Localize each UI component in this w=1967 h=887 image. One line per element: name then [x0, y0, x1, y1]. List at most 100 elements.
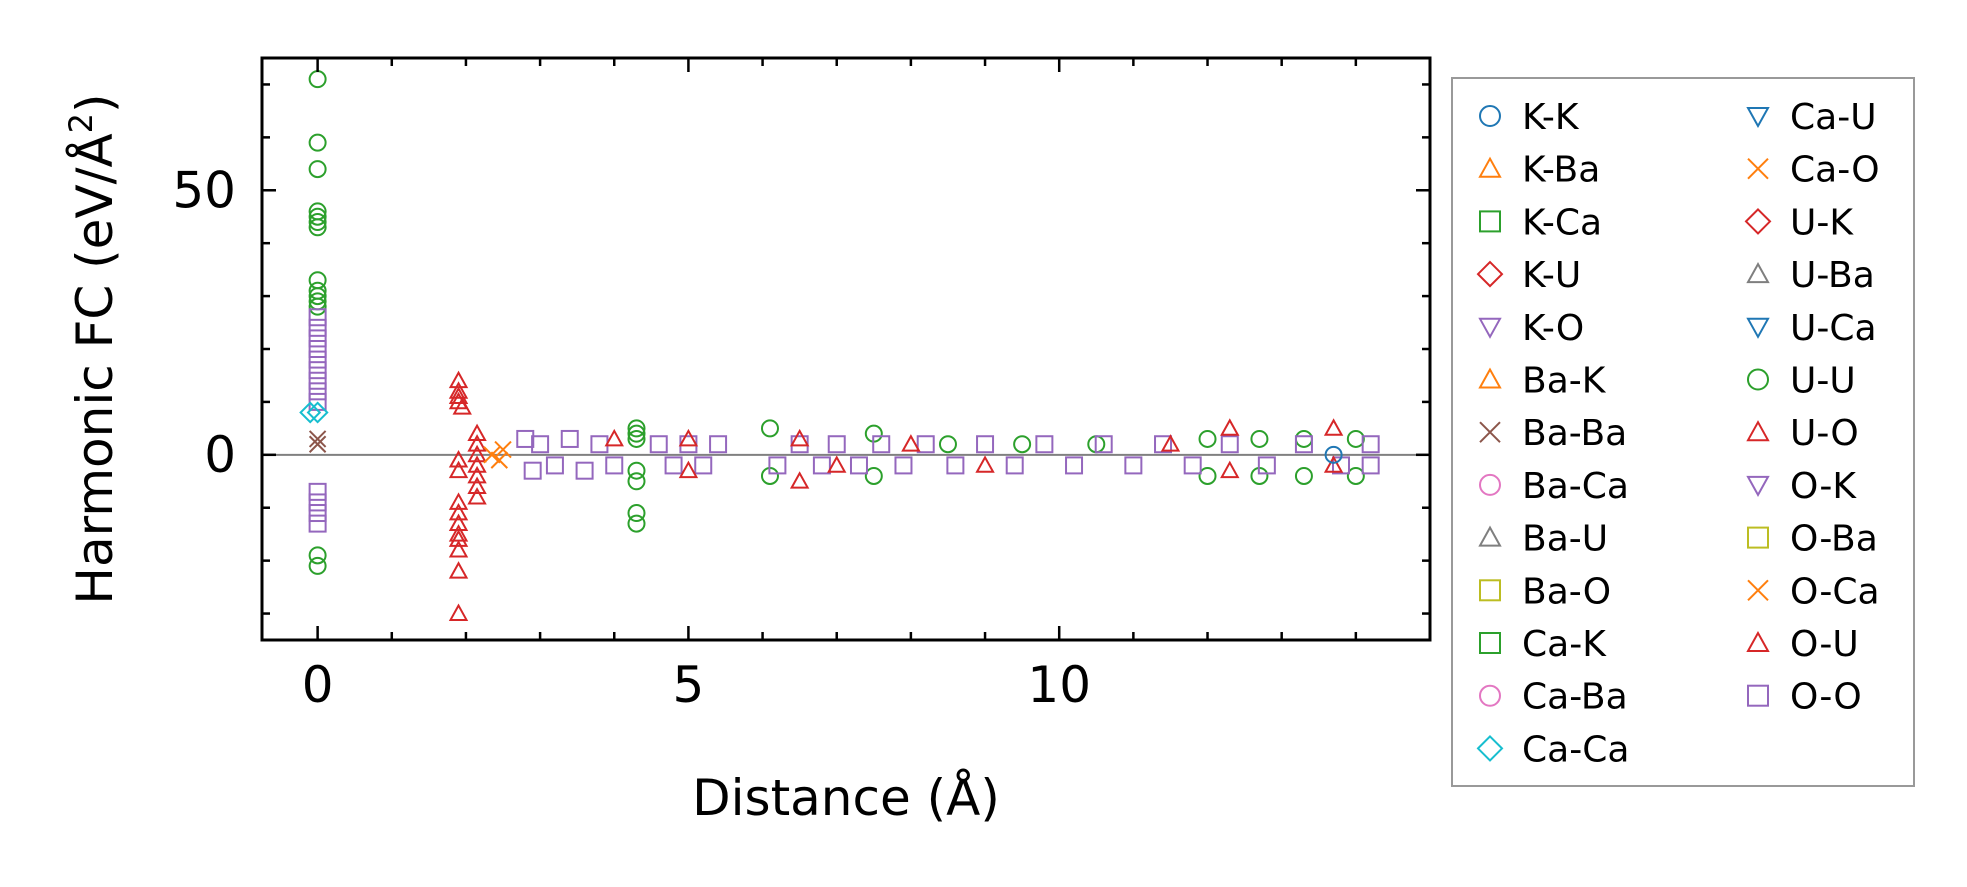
legend-label: K-Ba: [1522, 150, 1600, 191]
data-point: [523, 461, 542, 480]
legend-marker-u-k: [1744, 207, 1772, 235]
data-point: [1361, 456, 1380, 475]
legend-label: O-Ba: [1790, 519, 1878, 560]
data-point: [308, 329, 327, 348]
legend-label: K-O: [1522, 308, 1584, 349]
legend-marker-u-u: [1747, 368, 1769, 391]
data-point: [448, 460, 469, 479]
legend-marker-o-ca: [1747, 579, 1769, 602]
legend-label: Ca-K: [1522, 624, 1607, 665]
data-point: [306, 401, 329, 424]
data-point: [916, 435, 935, 454]
x-tick-label: 5: [673, 656, 705, 714]
legend: K-K K-Ba K-Ca K-U K-O Ba-K Ba-Ba Ba-Ca Ba-U Ba-O C…: [1476, 97, 1880, 770]
data-point: [1294, 466, 1313, 485]
data-point: [678, 428, 699, 447]
y-axis-label-sup: 2: [62, 113, 100, 133]
data-point: [827, 455, 847, 473]
data-point: [1294, 429, 1313, 448]
legend-marker-ca-ca: [1476, 734, 1504, 762]
legend-item-ba-ca: Ba-Ca: [1479, 466, 1629, 507]
data-point: [849, 456, 868, 475]
data-point: [308, 213, 327, 232]
legend-item-k-k: K-K: [1479, 97, 1580, 138]
legend-item-u-u: U-U: [1747, 361, 1856, 402]
data-point: [308, 218, 327, 237]
data-point: [1154, 435, 1173, 454]
data-point: [308, 308, 327, 327]
data-point: [1160, 434, 1181, 452]
data-point: [308, 361, 327, 380]
data-point: [452, 397, 472, 415]
data-point: [1220, 418, 1240, 436]
data-point: [308, 287, 327, 306]
y-axis-label: Harmonic FC (eV/Å2): [62, 93, 124, 604]
legend-label: U-U: [1790, 361, 1856, 402]
legend-item-o-o: O-O: [1747, 677, 1862, 718]
data-point: [1198, 429, 1217, 448]
legend-item-ba-ba: Ba-Ba: [1479, 413, 1627, 454]
data-point: [448, 539, 469, 558]
data-point: [1005, 456, 1024, 475]
data-point: [627, 461, 646, 480]
data-point: [1220, 435, 1239, 454]
legend-item-u-k: U-K: [1744, 202, 1854, 243]
data-point: [1346, 429, 1365, 448]
data-point: [894, 456, 913, 475]
legend-item-ba-o: Ba-O: [1479, 571, 1611, 612]
legend-label: K-U: [1522, 255, 1581, 296]
data-point: [605, 456, 624, 475]
legend-label: O-O: [1790, 677, 1862, 718]
legend-item-ba-k: Ba-K: [1478, 361, 1607, 402]
data-point: [308, 70, 327, 89]
data-point: [760, 419, 779, 438]
legend-item-k-u: K-U: [1476, 255, 1581, 296]
data-point: [516, 429, 535, 448]
data-point: [308, 160, 327, 179]
legend-marker-k-ba: [1478, 156, 1502, 178]
legend-item-ca-k: Ca-K: [1479, 624, 1607, 665]
data-point: [494, 440, 512, 459]
legend-label: Ba-U: [1522, 519, 1608, 560]
data-point: [308, 350, 327, 369]
data-point: [709, 435, 728, 454]
data-point: [627, 424, 646, 443]
data-point: [1324, 445, 1343, 464]
legend-label: Ba-Ba: [1522, 413, 1627, 454]
data-point: [827, 435, 846, 454]
data-point: [467, 476, 487, 494]
plot-frame: [260, 56, 1432, 642]
legend-item-u-ca: U-Ca: [1746, 308, 1877, 349]
legend-marker-o-ba: [1747, 526, 1769, 549]
legend-marker-o-u: [1746, 630, 1770, 652]
legend-item-o-u: O-U: [1746, 624, 1859, 665]
data-point: [308, 556, 327, 575]
data-point: [483, 446, 501, 464]
legend-item-ca-u: Ca-U: [1746, 97, 1877, 138]
legend-marker-k-ca: [1479, 210, 1501, 233]
legend-marker-k-k: [1479, 105, 1501, 127]
legend-item-o-ba: O-Ba: [1747, 519, 1878, 560]
x-tick-label: 10: [1027, 656, 1091, 714]
data-point: [1035, 435, 1054, 454]
axis-ticks-layer: 0 5 10 0 50: [172, 58, 1432, 714]
data-point: [545, 456, 564, 475]
legend-marker-ba-ca: [1479, 473, 1501, 496]
legend-box: [1451, 77, 1915, 787]
legend-label: Ca-Ba: [1522, 677, 1628, 718]
data-point: [448, 386, 469, 405]
data-point: [627, 514, 646, 533]
legend-item-ca-ba: Ca-Ba: [1479, 677, 1628, 718]
legend-marker-ba-ba: [1479, 421, 1501, 443]
legend-marker-k-u: [1476, 260, 1504, 288]
data-point: [308, 482, 327, 501]
series-k-k: [1324, 445, 1343, 464]
legend-label: Ca-U: [1790, 97, 1877, 138]
legend-item-k-ba: K-Ba: [1478, 150, 1600, 191]
x-tick-label: 0: [302, 656, 334, 714]
legend-item-o-k: O-K: [1746, 466, 1857, 507]
legend-label: U-K: [1790, 202, 1854, 243]
legend-label: Ca-O: [1790, 150, 1880, 191]
